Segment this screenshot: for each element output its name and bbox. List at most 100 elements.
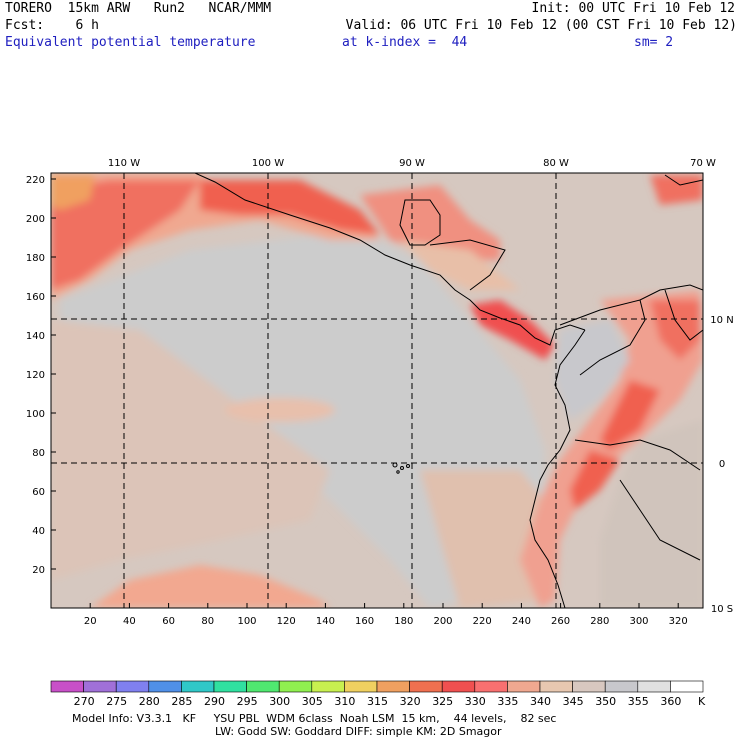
model-info: Model Info: V3.3.1 KF YSU PBL WDM 6class… <box>72 712 557 725</box>
theta-e-field <box>51 173 703 608</box>
x-tick-label: 80 <box>201 616 214 627</box>
south-pacific-tan <box>51 320 330 580</box>
colorbar <box>50 680 704 693</box>
longitude-label: 110 W <box>108 158 140 169</box>
valid-time: Valid: 06 UTC Fri 10 Feb 12 (00 CST Fri … <box>345 18 737 33</box>
colorbar-swatch <box>246 680 280 693</box>
latitude-label: 10 N <box>710 315 733 326</box>
x-tick-label: 20 <box>84 616 97 627</box>
x-tick-label: 60 <box>162 616 175 627</box>
colorbar-swatch <box>344 680 378 693</box>
y-tick-label: 80 <box>32 448 45 459</box>
galapagos-island <box>406 464 410 468</box>
y-axis: 220 200 180 160 140 120 100 80 60 40 20 <box>26 175 56 576</box>
x-tick-label: 200 <box>433 616 452 627</box>
colorbar-level: 320 <box>399 695 421 708</box>
colorbar-swatch <box>50 680 84 693</box>
colorbar-level: 330 <box>464 695 486 708</box>
venezuela-border <box>664 289 703 341</box>
southern-warm-patch <box>90 565 330 608</box>
tropical-pink-band <box>225 398 335 422</box>
peru-coast-tan <box>420 470 560 608</box>
x-tick-label: 260 <box>551 616 570 627</box>
y-tick-label: 200 <box>26 214 45 225</box>
colorbar-level: 300 <box>269 695 291 708</box>
colorbar-level: 305 <box>301 695 323 708</box>
coastlines <box>194 173 703 608</box>
colorbar-swatch <box>376 680 410 693</box>
colorbar-level: 295 <box>236 695 258 708</box>
x-tick-label: 300 <box>629 616 648 627</box>
colorbar-level: 280 <box>138 695 160 708</box>
colorbar-swatch <box>637 680 671 693</box>
latitude-labels: 10 N 0 10 S <box>710 315 733 615</box>
y-tick-label: 40 <box>32 526 45 537</box>
x-tick-label: 280 <box>590 616 609 627</box>
graticule <box>51 173 703 608</box>
x-tick-label: 100 <box>237 616 256 627</box>
y-tick-label: 160 <box>26 292 45 303</box>
colorbar-swatch <box>181 680 215 693</box>
colorbar-level: 360 <box>660 695 682 708</box>
colombia-border <box>579 299 646 376</box>
latitude-label: 0 <box>719 459 725 470</box>
y-tick-label: 20 <box>32 565 45 576</box>
colorbar-level: 335 <box>497 695 519 708</box>
init-time: Init: 00 UTC Fri 10 Feb 12 <box>531 1 736 16</box>
colorbar-swatch <box>311 680 345 693</box>
caribbean-coast-sa <box>559 284 703 326</box>
vertical-level: at k-index = 44 <box>342 35 468 50</box>
x-tick-label: 240 <box>512 616 531 627</box>
y-tick-label: 120 <box>26 370 45 381</box>
caribbean-tan <box>400 240 520 290</box>
colorbar-level: 355 <box>627 695 649 708</box>
longitude-label: 70 W <box>690 158 716 169</box>
colorbar-swatch <box>148 680 182 693</box>
cuba-outline <box>664 174 703 186</box>
colorbar-unit: K <box>698 695 706 708</box>
longitude-label: 100 W <box>252 158 284 169</box>
x-tick-label: 220 <box>473 616 492 627</box>
colorbar-swatch <box>507 680 541 693</box>
subtropical-red-region <box>51 180 200 290</box>
galapagos-island <box>400 466 404 470</box>
physics-info: LW: Godd SW: Goddard DIFF: simple KM: 2D… <box>215 725 502 738</box>
colorbar-level: 285 <box>171 695 193 708</box>
colorbar-swatch <box>572 680 606 693</box>
andes-red-south <box>570 450 620 510</box>
x-axis: 20 40 60 80 100 120 140 160 180 200 220 240 260 280 30… <box>84 603 688 627</box>
x-tick-label: 160 <box>355 616 374 627</box>
yucatan-outline <box>399 199 441 246</box>
colorbar-swatch <box>670 680 704 693</box>
colorbar-swatch <box>213 680 247 693</box>
y-tick-label: 100 <box>26 409 45 420</box>
peru-ecuador-border <box>574 439 701 471</box>
longitude-label: 80 W <box>543 158 569 169</box>
x-tick-label: 140 <box>316 616 335 627</box>
map-frame <box>50 172 704 609</box>
colorbar-level: 345 <box>562 695 584 708</box>
smoothing-setting: sm= 2 <box>634 35 674 50</box>
colorbar-level: 310 <box>334 695 356 708</box>
colorbar-swatch <box>115 680 150 693</box>
x-tick-label: 180 <box>394 616 413 627</box>
colorbar-level: 270 <box>73 695 95 708</box>
colorbar-swatch <box>539 680 573 693</box>
andes-red-north <box>600 380 660 450</box>
mexico-coast-red <box>200 180 380 235</box>
colorbar-swatch <box>441 680 476 693</box>
x-tick-label: 320 <box>669 616 688 627</box>
forecast-hour: Fcst: 6 h <box>5 18 99 33</box>
longitude-label: 90 W <box>399 158 425 169</box>
colorbar-level: 315 <box>367 695 388 708</box>
x-tick-label: 120 <box>277 616 296 627</box>
colorbar-swatch <box>83 680 117 693</box>
central-america-warm <box>360 185 500 260</box>
x-tick-label: 40 <box>123 616 136 627</box>
colorbar-swatch <box>474 680 508 693</box>
field-name: Equivalent potential temperature <box>5 35 256 50</box>
y-tick-label: 140 <box>26 331 45 342</box>
y-tick-label: 60 <box>32 487 45 498</box>
honduras-coast <box>429 239 506 291</box>
longitude-labels: 110 W 100 W 90 W 80 W 70 W <box>108 158 716 169</box>
